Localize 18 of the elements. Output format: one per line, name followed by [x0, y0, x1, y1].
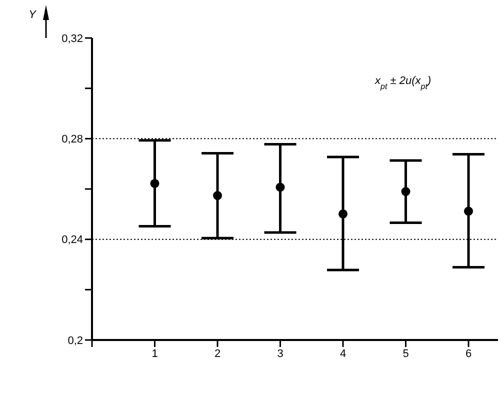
point — [212, 191, 222, 200]
y-tick-label: 0,2 — [68, 334, 83, 347]
point — [401, 187, 410, 196]
x-tick-label: 6 — [465, 348, 472, 360]
y-tick-label: 0,32 — [62, 32, 83, 45]
x-tick-label: 3 — [277, 348, 284, 360]
point — [464, 206, 474, 216]
point — [338, 209, 348, 218]
x-tick-label: 4 — [340, 348, 346, 360]
x-tick-label: 1 — [152, 348, 158, 360]
y-tick-label: 0,24 — [62, 234, 83, 246]
annotation: x$_{pt}$ ± 2u(x$_{pt}$) — [374, 75, 432, 90]
point — [150, 178, 160, 188]
y-axis-title: Y — [28, 9, 37, 21]
point — [276, 182, 285, 192]
x-tick-label: 5 — [402, 348, 409, 360]
y-tick-label: 0,28 — [62, 134, 83, 146]
x-tick-label: 2 — [214, 348, 221, 360]
